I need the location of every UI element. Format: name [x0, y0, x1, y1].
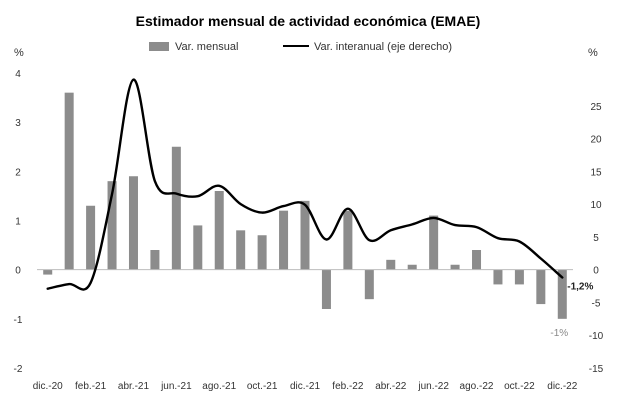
bar-series: [43, 92, 567, 319]
bar-ene.-22: [321, 269, 331, 309]
left-tick-label: 3: [15, 118, 21, 129]
right-axis-unit: %: [588, 47, 598, 59]
left-axis-unit: %: [14, 47, 24, 59]
x-axis-ticks: dic.-20 feb.-21 abr.-21 jun.-21 ago.-21 oct.-…: [33, 381, 578, 392]
bar-jun.-22: [429, 215, 439, 270]
right-tick-label: -15: [589, 364, 604, 375]
right-tick-label: 20: [590, 135, 602, 146]
legend-bar-swatch: [149, 42, 169, 51]
chart-title: Estimador mensual de actividad económica…: [136, 13, 481, 29]
bar-feb.-21: [86, 205, 96, 270]
x-tick-label: feb.-22: [332, 381, 364, 392]
x-tick-label: dic.-20: [33, 381, 63, 392]
bar-nov.-21: [279, 210, 289, 270]
x-tick-label: ago.-22: [460, 381, 494, 392]
bar-ago.-22: [472, 250, 482, 270]
legend-line-label: Var. interanual (eje derecho): [314, 41, 452, 53]
right-tick-label: 25: [590, 102, 602, 113]
bar-nov.-22: [536, 269, 546, 305]
bar-dic.-22: [557, 269, 567, 319]
bar-ago.-21: [214, 191, 224, 270]
bar-sep.-21: [236, 230, 246, 270]
right-axis-ticks: 25 20 15 10 5 0 -5 -10 -15: [589, 102, 604, 375]
left-tick-label: 1: [15, 217, 21, 228]
x-tick-label: oct.-21: [247, 381, 278, 392]
bar-mar.-21: [107, 181, 117, 270]
x-tick-label: ago.-21: [202, 381, 236, 392]
left-tick-label: 0: [15, 266, 21, 277]
bar-may.-22: [407, 264, 417, 270]
bar-dic.-20: [43, 269, 53, 275]
legend: Var. mensual Var. interanual (eje derech…: [149, 41, 452, 53]
right-tick-label: 10: [590, 200, 602, 211]
bar-dic.-21: [300, 200, 310, 270]
annotation-line-last: -1,2%: [567, 282, 593, 293]
right-tick-label: -10: [589, 331, 604, 342]
x-tick-label: jun.-22: [417, 381, 449, 392]
x-tick-label: jun.-21: [160, 381, 192, 392]
right-tick-label: 0: [593, 266, 599, 277]
left-axis-ticks: 4 3 2 1 0 -1 -2: [14, 69, 23, 375]
legend-bar-label: Var. mensual: [175, 41, 238, 53]
left-tick-label: -2: [14, 364, 23, 375]
bar-sep.-22: [493, 269, 503, 285]
bar-oct.-21: [257, 235, 267, 270]
bar-mar.-22: [364, 269, 374, 300]
left-tick-label: -1: [14, 315, 23, 326]
left-tick-label: 4: [15, 69, 21, 80]
x-tick-label: abr.-21: [118, 381, 150, 392]
x-tick-label: oct.-22: [504, 381, 535, 392]
bar-ene.-21: [64, 92, 74, 270]
bar-jul.-22: [450, 264, 460, 270]
x-tick-label: abr.-22: [375, 381, 407, 392]
bar-abr.-21: [128, 176, 138, 270]
bar-jul.-21: [193, 225, 203, 270]
left-tick-label: 2: [15, 167, 21, 178]
bar-jun.-21: [171, 146, 181, 270]
right-tick-label: -5: [592, 298, 601, 309]
x-tick-label: dic.-21: [290, 381, 320, 392]
bar-may.-21: [150, 250, 160, 270]
bar-oct.-22: [514, 269, 524, 285]
annotation-bar-last: -1%: [550, 328, 568, 339]
bar-abr.-22: [386, 259, 396, 270]
line-series: [46, 78, 564, 291]
right-tick-label: 5: [593, 233, 599, 244]
right-tick-label: 15: [590, 167, 602, 178]
bar-feb.-22: [343, 210, 353, 270]
x-tick-label: feb.-21: [75, 381, 107, 392]
x-tick-label: dic.-22: [547, 381, 577, 392]
